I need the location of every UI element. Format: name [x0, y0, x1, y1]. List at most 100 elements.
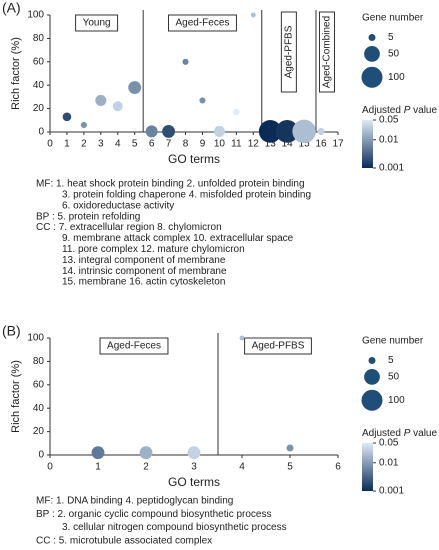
caption-line: CC : 7. extracellular region 8. chylomic…: [36, 222, 222, 233]
bubble: [239, 335, 245, 341]
x-tick-label: 1: [64, 139, 70, 150]
x-tick-label: 12: [248, 139, 260, 150]
size-legend-marker: [361, 66, 383, 88]
x-tick-label: 0: [47, 462, 53, 473]
color-legend-title-part: value: [410, 428, 437, 439]
group-label: Aged-Feces: [107, 341, 161, 352]
color-legend-title-part: Adjusted: [362, 105, 404, 116]
bubble: [62, 112, 72, 122]
x-tick-label: 5: [132, 139, 138, 150]
x-axis-title: GO terms: [168, 475, 220, 489]
color-bar: [362, 120, 373, 168]
bubble: [233, 109, 240, 116]
bubble: [145, 125, 158, 138]
x-tick-label: 3: [191, 462, 197, 473]
bubble: [162, 124, 176, 138]
y-tick-label: 40: [33, 403, 45, 414]
size-legend-title: Gene number: [362, 336, 424, 347]
caption-line: 9. membrane attack complex 10. extracell…: [62, 233, 294, 244]
size-legend-label: 50: [388, 372, 400, 383]
bubble: [286, 444, 294, 452]
size-legend-marker: [368, 34, 376, 42]
size-legend-title: Gene number: [362, 13, 424, 24]
size-legend-marker: [364, 369, 380, 385]
caption-line: MF: 1. DNA binding 4. peptidoglycan bind…: [36, 496, 233, 507]
color-bar-label: 0.001: [379, 486, 404, 497]
bubble: [91, 446, 105, 460]
size-legend-label: 100: [388, 72, 405, 83]
bubble: [275, 120, 299, 143]
y-tick-label: 80: [33, 33, 45, 44]
x-tick-label: 4: [115, 139, 121, 150]
bubble: [95, 94, 107, 106]
x-tick-label: 7: [166, 139, 172, 150]
x-tick-label: 14: [282, 139, 294, 150]
x-tick-label: 16: [315, 139, 327, 150]
x-tick-label: 2: [81, 139, 87, 150]
bubble: [187, 446, 201, 460]
x-tick-label: 3: [98, 139, 104, 150]
bubble: [258, 120, 282, 143]
caption-line: BP : 2. organic cyclic compound biosynth…: [36, 509, 272, 520]
caption-line: CC : 5. microtubule associated complex: [36, 536, 212, 547]
group-label: Aged-PFBS: [252, 341, 305, 352]
bubble: [292, 119, 316, 144]
panel-label: (B): [2, 323, 21, 339]
group-label: Young: [83, 18, 111, 29]
caption-line: 3. cellular nitrogen compound biosynthet…: [62, 522, 287, 533]
bubble: [112, 101, 123, 112]
caption-line: 11. pore complex 12. mature chylomicron: [62, 244, 245, 255]
x-tick-label: 15: [299, 139, 311, 150]
size-legend-label: 5: [388, 32, 394, 43]
x-tick-label: 6: [335, 462, 341, 473]
y-tick-label: 40: [33, 80, 45, 91]
bubble: [80, 121, 87, 129]
color-legend-title-part: P: [404, 105, 411, 116]
x-tick-label: 6: [149, 139, 155, 150]
x-tick-label: 5: [287, 462, 293, 473]
color-legend-title-part: Adjusted: [362, 428, 404, 439]
group-label: Aged-Combined: [322, 16, 333, 88]
caption-line: MF: 1. heat shock protein binding 2. unf…: [36, 179, 305, 190]
caption-line: 14. intrinsic component of membrane: [62, 266, 227, 277]
x-tick-label: 9: [200, 139, 206, 150]
y-axis-title: Rich factor (%): [10, 37, 22, 110]
bubble: [213, 125, 225, 137]
caption-line: 13. integral component of membrane: [62, 255, 226, 266]
x-tick-label: 4: [239, 462, 245, 473]
bubble: [182, 58, 189, 65]
color-legend-title: Adjusted P value: [362, 428, 437, 439]
group-box: [318, 11, 335, 93]
group-box: [75, 14, 119, 32]
color-bar: [362, 443, 373, 491]
x-tick-label: 11: [231, 139, 242, 150]
color-bar-label: 0.05: [379, 438, 399, 449]
size-legend-label: 50: [388, 49, 400, 60]
y-tick-label: 80: [33, 356, 45, 367]
y-tick-label: 20: [33, 103, 45, 114]
bubble: [139, 446, 153, 460]
y-tick-label: 20: [33, 426, 45, 437]
size-legend-label: 100: [388, 395, 405, 406]
group-label: Aged-Feces: [176, 18, 230, 29]
y-axis-title: Rich factor (%): [10, 360, 22, 433]
group-label: Aged-PFBS: [284, 25, 295, 78]
caption-line: 3. protein folding chaperone 4. misfolde…: [62, 190, 311, 201]
color-bar-label: 0.01: [379, 134, 399, 145]
x-tick-label: 10: [214, 139, 226, 150]
caption-line: 15. membrane 16. actin cytoskeleton: [62, 277, 225, 288]
size-legend-marker: [364, 46, 380, 62]
x-tick-label: 2: [143, 462, 149, 473]
color-bar-label: 0.01: [379, 457, 399, 468]
group-box: [244, 337, 312, 355]
x-tick-label: 13: [265, 139, 277, 150]
color-bar-label: 0.001: [379, 163, 404, 174]
y-tick-label: 0: [38, 450, 44, 461]
group-box: [99, 337, 169, 355]
bubble: [250, 12, 256, 18]
caption-line: BP : 5. protein refolding: [36, 211, 140, 222]
group-box: [168, 14, 237, 32]
x-tick-label: 8: [183, 139, 189, 150]
x-tick-label: 0: [47, 139, 53, 150]
